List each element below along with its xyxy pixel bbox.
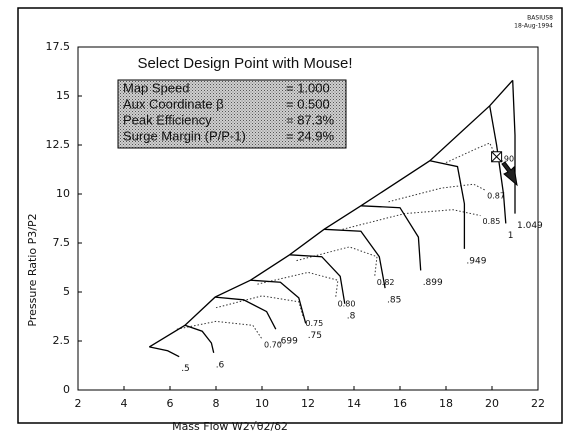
speed-line xyxy=(184,324,215,353)
speed-line xyxy=(429,160,466,249)
efficiency-label: 0.85 xyxy=(483,217,501,226)
info-value: = 87.3% xyxy=(286,112,335,127)
speed-label: .75 xyxy=(308,331,322,341)
stamp-id: BASIUS8 xyxy=(527,15,553,22)
speed-label: .85 xyxy=(387,296,401,306)
efficiency-contour xyxy=(257,271,339,298)
info-value: = 1.000 xyxy=(286,80,330,95)
speed-label: 1 xyxy=(508,231,514,241)
y-tick-label: 10 xyxy=(56,187,70,200)
efficiency-label: 0.87 xyxy=(487,192,505,201)
efficiency-label: 0.75 xyxy=(305,319,323,328)
y-tick-label: 0 xyxy=(63,383,70,396)
x-tick-label: 8 xyxy=(213,397,220,410)
x-tick-label: 4 xyxy=(121,397,128,410)
efficiency-label: 0.90 xyxy=(496,154,514,163)
x-tick-label: 6 xyxy=(167,397,174,410)
x-tick-label: 12 xyxy=(301,397,315,410)
x-tick-label: 2 xyxy=(75,397,82,410)
speed-line xyxy=(289,254,346,304)
efficiency-label: 0.82 xyxy=(377,278,395,287)
speed-label: .8 xyxy=(347,311,356,321)
surge-line xyxy=(148,79,514,348)
mouse-cursor xyxy=(501,161,518,187)
info-label: Peak Efficiency xyxy=(123,112,212,127)
efficiency-label: 0.70 xyxy=(264,341,282,350)
x-tick-label: 22 xyxy=(531,397,545,410)
speed-label: .949 xyxy=(466,256,486,266)
info-label: Surge Margin (P/P-1) xyxy=(123,128,246,143)
efficiency-label: 0.80 xyxy=(338,299,356,308)
speed-line xyxy=(489,105,507,224)
design-point-cross xyxy=(491,151,502,163)
x-axis-label: Mass Flow W2√θ2/δ2 xyxy=(172,420,288,433)
chart-title: Select Design Point with Mouse! xyxy=(137,55,352,72)
y-tick-label: 15 xyxy=(56,89,70,102)
design-point xyxy=(491,151,503,163)
speed-label: .699 xyxy=(278,337,298,347)
y-tick-label: 5 xyxy=(63,285,70,298)
speed-label: .6 xyxy=(216,360,225,370)
x-tick-label: 10 xyxy=(255,397,269,410)
speed-line xyxy=(360,205,422,271)
efficiency-contour xyxy=(342,209,481,230)
info-box xyxy=(117,79,347,149)
y-tick-label: 17.5 xyxy=(46,40,71,53)
info-label: Map Speed xyxy=(123,80,190,95)
speed-line xyxy=(324,228,386,289)
y-tick-label: 7.5 xyxy=(53,236,71,249)
stamp-date: 18-Aug-1994 xyxy=(514,23,553,30)
efficiency-contour xyxy=(388,183,486,203)
speed-line xyxy=(512,80,516,214)
speed-label: .5 xyxy=(181,364,190,374)
efficiency-contour xyxy=(176,320,263,340)
y-tick-label: 12.5 xyxy=(46,138,71,151)
info-value: = 0.500 xyxy=(286,96,330,111)
efficiency-contour xyxy=(215,295,304,318)
info-label: Aux Coordinate β xyxy=(123,96,224,111)
x-tick-label: 18 xyxy=(439,397,453,410)
speed-line xyxy=(250,279,307,324)
info-value: = 24.9% xyxy=(286,128,335,143)
y-tick-label: 2.5 xyxy=(53,334,71,347)
speed-label: .899 xyxy=(423,278,443,288)
speed-line xyxy=(149,346,180,358)
speed-label: 1.049 xyxy=(517,221,543,231)
y-axis-label: Pressure Ratio P3/P2 xyxy=(26,213,39,326)
efficiency-contour xyxy=(445,142,495,164)
x-tick-label: 20 xyxy=(485,397,499,410)
speed-line xyxy=(215,296,277,330)
x-tick-label: 16 xyxy=(393,397,407,410)
x-tick-label: 14 xyxy=(347,397,361,410)
window-frame xyxy=(17,7,563,424)
